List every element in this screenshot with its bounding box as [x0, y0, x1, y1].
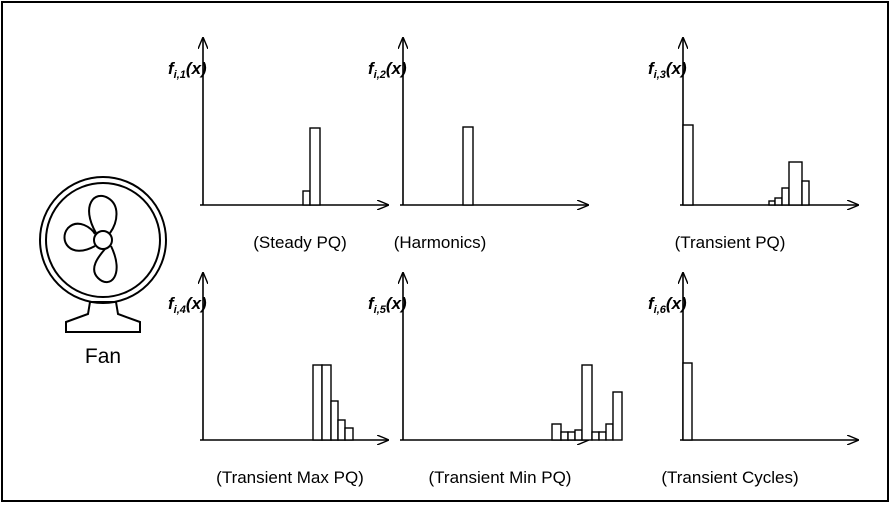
function-label: fi,4(x) — [168, 294, 207, 316]
panel-caption: (Steady PQ) — [253, 233, 347, 252]
function-label: fi,6(x) — [648, 294, 687, 316]
fan-icon — [39, 176, 167, 333]
function-symbol: f — [648, 294, 656, 313]
panel-caption: (Harmonics) — [394, 233, 487, 252]
function-index: i,1 — [174, 69, 186, 81]
panel-caption: (Transient Max PQ) — [216, 468, 364, 487]
panel-caption: (Transient Cycles) — [661, 468, 798, 487]
function-index: i,3 — [654, 69, 666, 81]
function-argument: (x) — [666, 294, 687, 313]
device-label: Fan — [85, 345, 121, 368]
function-argument: (x) — [186, 294, 207, 313]
panel-caption: (Transient PQ) — [675, 233, 786, 252]
histogram-bars — [302, 124, 810, 441]
function-argument: (x) — [186, 59, 207, 78]
function-argument: (x) — [666, 59, 687, 78]
panel-caption: (Transient Min PQ) — [429, 468, 572, 487]
function-label: fi,3(x) — [648, 59, 687, 81]
function-symbol: f — [168, 59, 176, 78]
function-index: i,2 — [374, 69, 386, 81]
function-index: i,6 — [654, 304, 667, 316]
function-symbol: f — [368, 294, 376, 313]
function-label: fi,2(x) — [368, 59, 407, 81]
function-argument: (x) — [386, 59, 407, 78]
function-label: fi,1(x) — [168, 59, 207, 81]
function-symbol: f — [168, 294, 176, 313]
function-index: i,5 — [374, 304, 387, 316]
function-label: fi,5(x) — [368, 294, 407, 316]
function-symbol: f — [368, 59, 376, 78]
function-index: i,4 — [174, 304, 186, 316]
function-symbol: f — [648, 59, 656, 78]
function-argument: (x) — [386, 294, 407, 313]
